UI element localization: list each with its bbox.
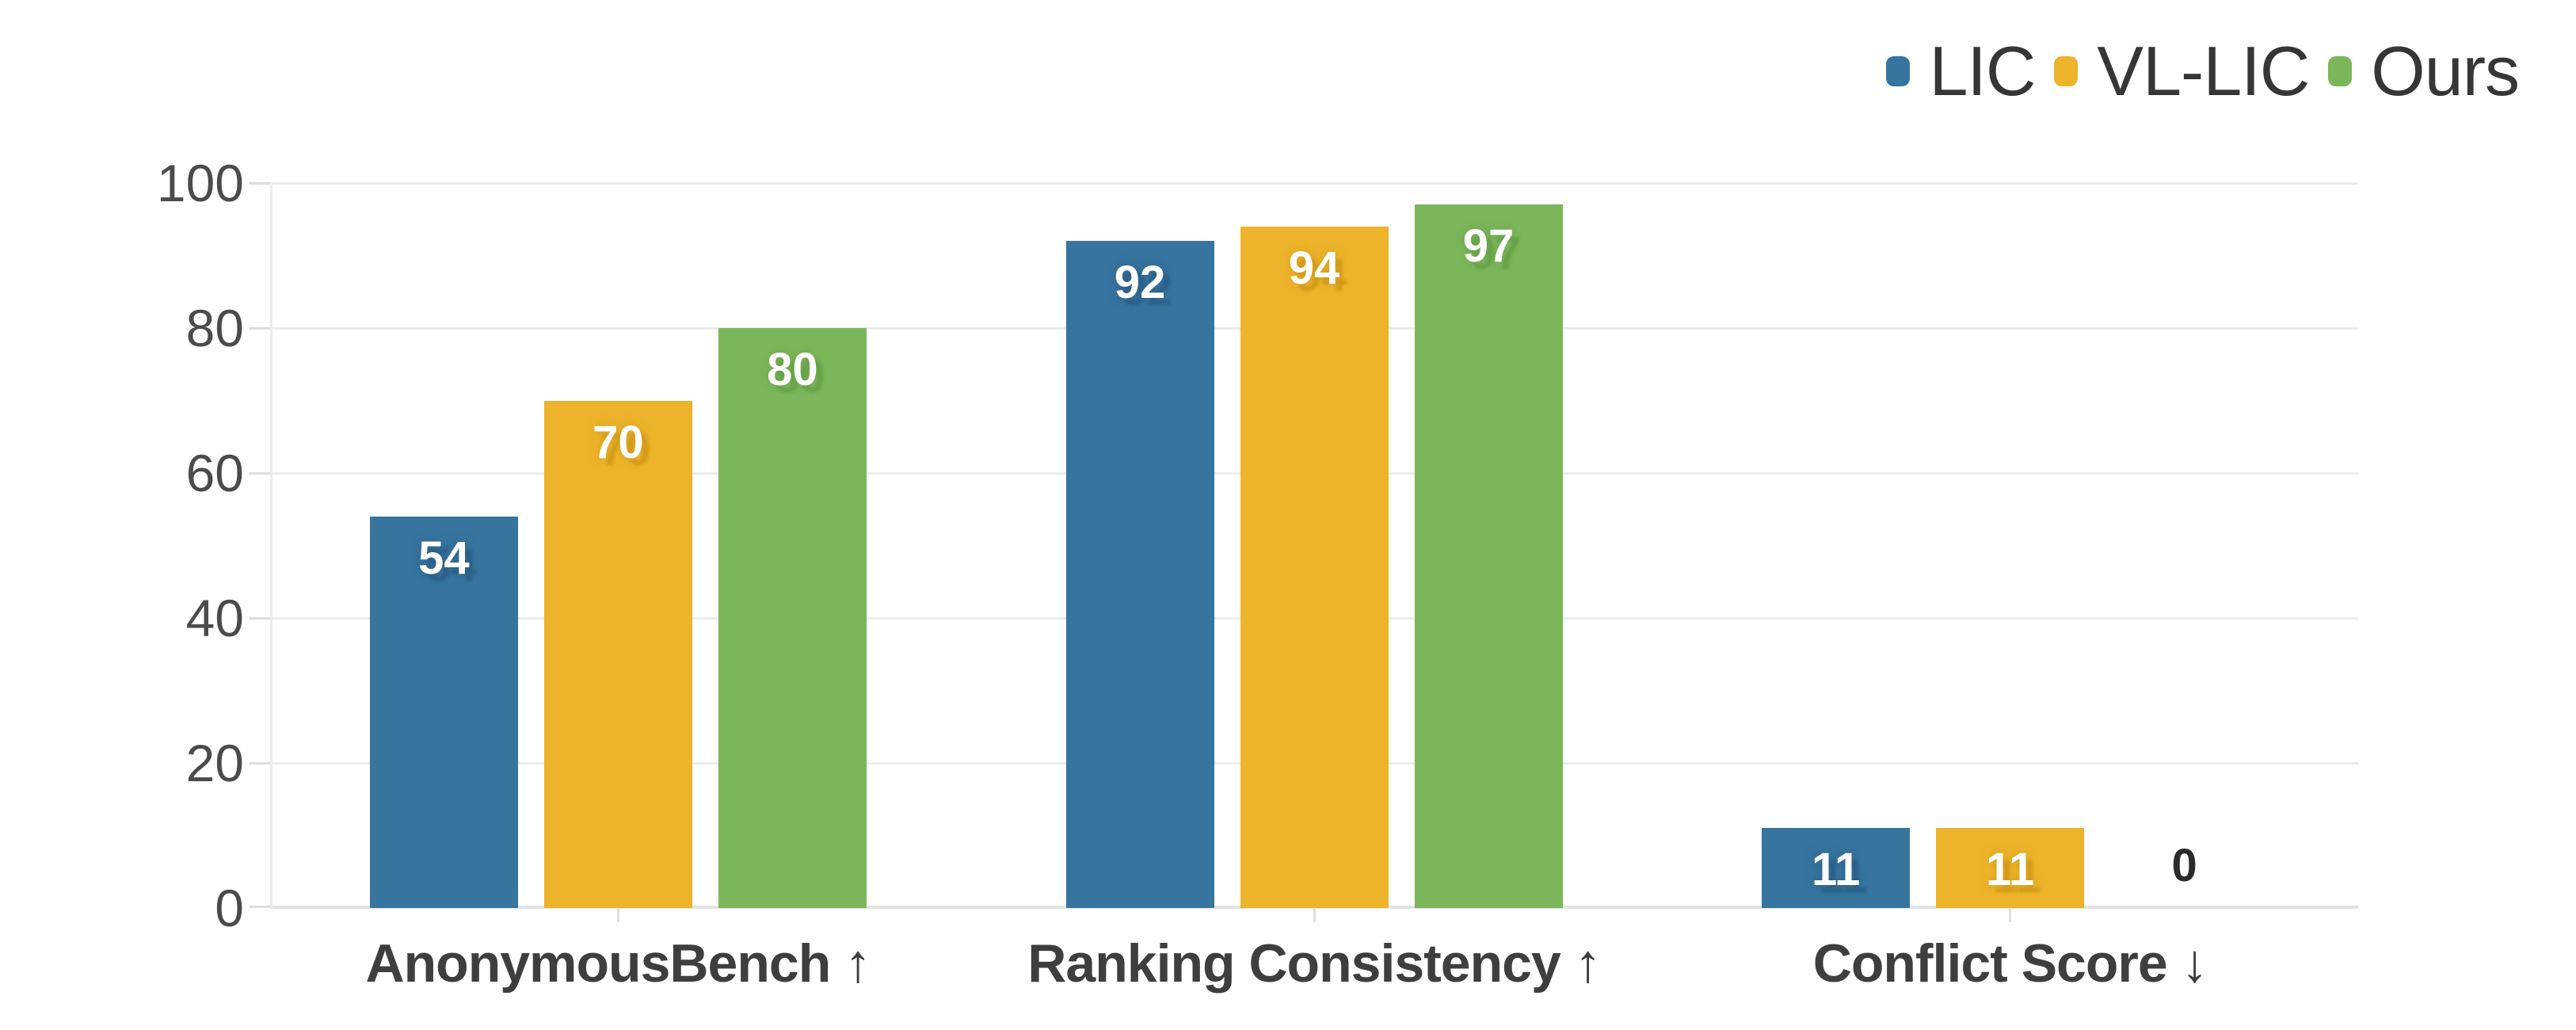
bar-vl-lic-2: 11: [1936, 828, 2085, 908]
bar-value-label: 70: [593, 416, 644, 468]
bar-ours-1: 97: [1414, 204, 1563, 908]
bar-value-label: 11: [1811, 844, 1861, 896]
bar-vl-lic-0: 70: [543, 400, 692, 908]
legend-item-lic: LIC: [1886, 30, 2036, 113]
grid-line: [270, 181, 2358, 185]
bar-value-label: 97: [1462, 220, 1515, 273]
y-axis-tick: [249, 326, 270, 330]
y-tick-label: 40: [185, 589, 244, 647]
bar-value-label: 54: [418, 532, 470, 584]
y-axis-line: [270, 183, 272, 908]
bar-value-label: 92: [1114, 257, 1166, 309]
y-tick-label: 0: [215, 879, 244, 937]
bar-ours-0: 80: [718, 328, 867, 908]
y-axis-tick: [249, 471, 270, 475]
legend-swatch-icon: [2054, 56, 2079, 86]
legend-swatch-icon: [1886, 56, 1911, 86]
legend-item-label: VL-LIC: [2097, 32, 2310, 110]
legend-item-label: LIC: [1929, 32, 2036, 110]
y-tick-label: 20: [185, 734, 244, 792]
y-tick-label: 100: [156, 154, 244, 212]
y-axis-tick: [249, 616, 270, 620]
x-axis-tick: [616, 909, 619, 922]
bar-value-label: 94: [1288, 242, 1340, 294]
y-axis-tick: [249, 181, 270, 185]
bar-value-label-zero: 0: [2171, 840, 2197, 891]
legend-item-label: Ours: [2371, 32, 2520, 110]
y-tick-label: 80: [185, 299, 244, 357]
x-axis-tick: [2009, 909, 2012, 922]
category-label-0: AnonymousBench ↑: [365, 933, 872, 994]
legend-item-ours: Ours: [2328, 30, 2520, 113]
plot-area: 54 92 11 70 94 11 80 97 0 AnonymousBench ↑ Ranking…: [249, 181, 2358, 994]
bar-lic-2: 11: [1762, 828, 1911, 908]
bar-value-label: 11: [1985, 844, 2035, 896]
category-label-2: Conflict Score ↓: [1812, 933, 2208, 994]
legend-swatch-icon: [2328, 56, 2353, 86]
y-axis-tick: [249, 761, 270, 765]
y-axis-tick: [249, 906, 270, 908]
legend: LIC VL-LIC Ours: [1886, 30, 2520, 113]
legend-item-vl-lic: VL-LIC: [2054, 30, 2310, 113]
bar-value-label: 80: [767, 344, 818, 395]
x-axis-tick: [1313, 909, 1316, 922]
bar-vl-lic-1: 94: [1240, 226, 1389, 908]
category-label-1: Ranking Consistency ↑: [1027, 933, 1601, 994]
bar-lic-0: 54: [369, 516, 518, 908]
bar-lic-1: 92: [1065, 241, 1214, 908]
y-tick-label: 60: [185, 444, 244, 502]
